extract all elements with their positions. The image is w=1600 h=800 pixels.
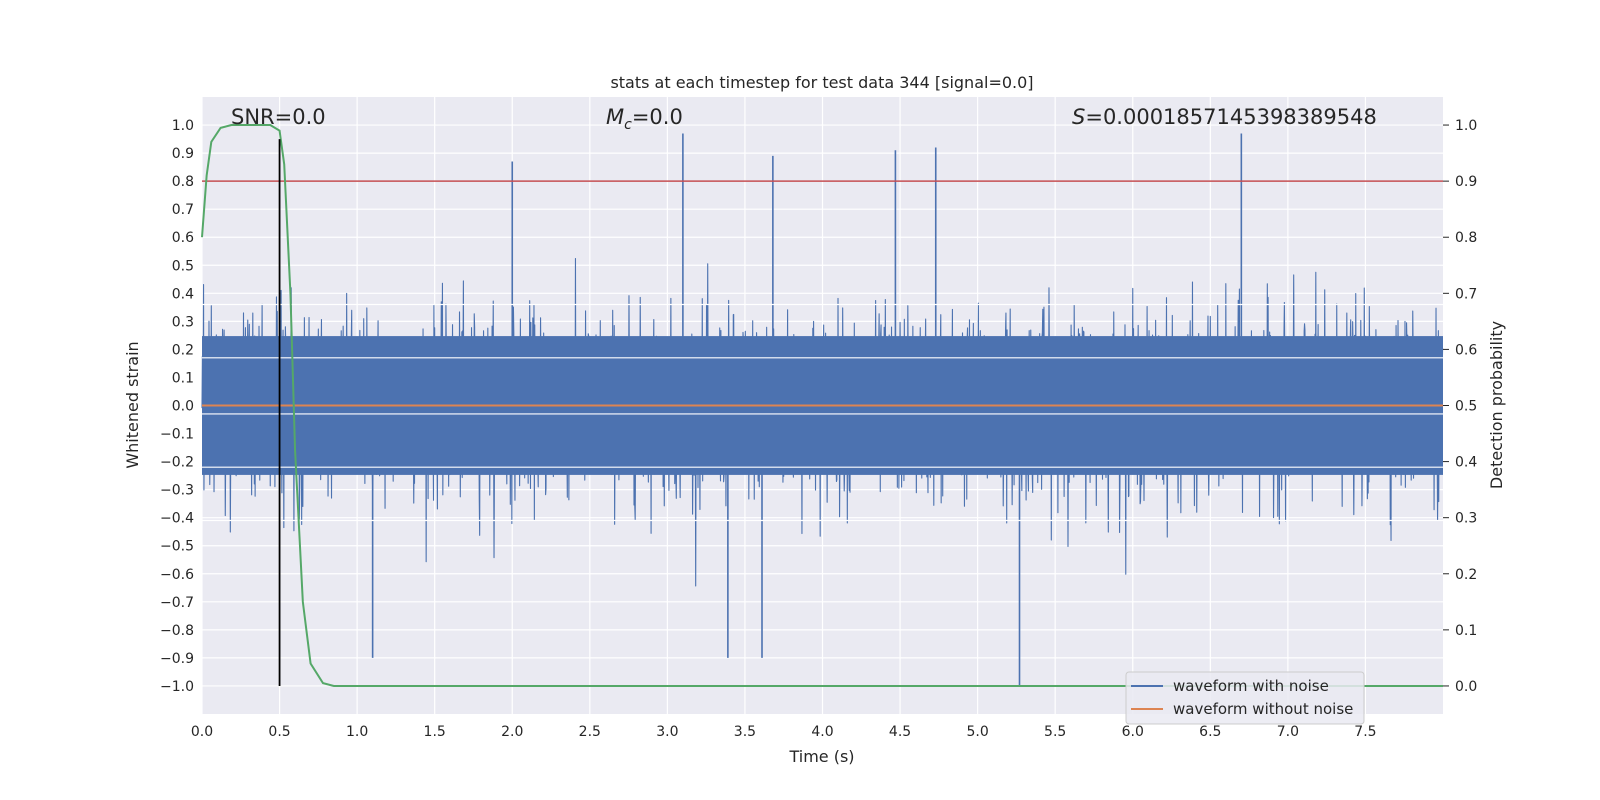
x-tick-label: 7.0 xyxy=(1277,724,1299,740)
x-axis-label: Time (s) xyxy=(788,747,854,766)
y2-tick-label: 0.0 xyxy=(1455,679,1477,695)
y-tick-label: −0.4 xyxy=(160,511,194,527)
chirp-mass-subscript: c xyxy=(624,117,632,133)
chirp-mass-symbol: M xyxy=(606,105,624,129)
chart-title: stats at each timestep for test data 344… xyxy=(610,73,1033,92)
y-tick-label: 0.7 xyxy=(172,202,194,218)
y-tick-label: 1.0 xyxy=(172,118,194,134)
y-tick-label: −0.3 xyxy=(160,483,194,499)
y2-tick-label: 0.7 xyxy=(1455,286,1477,302)
score-symbol: S xyxy=(1072,105,1085,129)
y-tick-label: −0.5 xyxy=(160,539,194,555)
y2-tick-label: 0.8 xyxy=(1455,230,1477,246)
x-tick-label: 5.5 xyxy=(1044,724,1066,740)
y-tick-label: −0.1 xyxy=(160,427,194,443)
tick-layer: 0.0 0.5 1.0 1.5 2.0 2.5 3.0 3.5 4.0 4.5 5.0 5.5 6.0 6… xyxy=(160,118,1477,740)
y2-axis-label: Detection probability xyxy=(1487,321,1506,489)
x-tick-label: 3.5 xyxy=(734,724,756,740)
y2-tick-label: 1.0 xyxy=(1455,118,1477,134)
x-tick-label: 6.5 xyxy=(1199,724,1221,740)
score-annotation: S=0.0001857145398389548 xyxy=(1072,105,1377,129)
x-tick-label: 2.0 xyxy=(501,724,523,740)
legend-frame xyxy=(1125,671,1365,725)
x-tick-label: 1.5 xyxy=(424,724,446,740)
y-tick-label: 0.8 xyxy=(172,174,194,190)
y-tick-label: 0.3 xyxy=(172,314,194,330)
y2-tick-label: 0.2 xyxy=(1455,567,1477,583)
y-tick-label: 0.0 xyxy=(172,399,194,415)
x-tick-label: 4.0 xyxy=(811,724,833,740)
x-tick-label: 3.0 xyxy=(656,724,678,740)
y2-tick-label: 0.1 xyxy=(1455,623,1477,639)
y-tick-label: 0.5 xyxy=(172,258,194,274)
y-tick-label: 0.1 xyxy=(172,370,194,386)
y-tick-label: −1.0 xyxy=(160,679,194,695)
chirp-mass-value: =0.0 xyxy=(632,105,683,129)
legend-label-clean: waveform without noise xyxy=(1173,700,1353,718)
y2-tick-label: 0.6 xyxy=(1455,342,1477,358)
y2-tick-label: 0.3 xyxy=(1455,511,1477,527)
x-tick-label: 5.0 xyxy=(966,724,988,740)
y2-tick-label: 0.5 xyxy=(1455,399,1477,415)
y-tick-label: 0.9 xyxy=(172,146,194,162)
legend-label-noise: waveform with noise xyxy=(1173,677,1329,695)
snr-annotation: SNR=0.0 xyxy=(231,105,326,129)
x-tick-label: 7.5 xyxy=(1354,724,1376,740)
y-tick-label: −0.6 xyxy=(160,567,194,583)
x-tick-label: 1.0 xyxy=(346,724,368,740)
y-tick-label: 0.2 xyxy=(172,342,194,358)
y-tick-label: 0.4 xyxy=(172,286,194,302)
x-tick-label: 0.5 xyxy=(268,724,290,740)
score-value: =0.0001857145398389548 xyxy=(1085,105,1377,129)
y-tick-label: −0.2 xyxy=(160,455,194,471)
y-tick-label: 0.6 xyxy=(172,230,194,246)
probability-curve xyxy=(201,124,1443,687)
legend: waveform with noise waveform without noi… xyxy=(1125,671,1365,725)
y-tick-label: −0.8 xyxy=(160,623,194,639)
x-tick-label: 6.0 xyxy=(1122,724,1144,740)
y2-tick-label: 0.9 xyxy=(1455,174,1477,190)
line-layer xyxy=(201,124,1443,687)
x-tick-label: 4.5 xyxy=(889,724,911,740)
x-tick-label: 2.5 xyxy=(579,724,601,740)
x-tick-label: 0.0 xyxy=(191,724,213,740)
y-tick-label: −0.7 xyxy=(160,595,194,611)
y-tick-label: −0.9 xyxy=(160,651,194,667)
y2-tick-label: 0.4 xyxy=(1455,455,1477,471)
y-axis-label: Whitened strain xyxy=(123,341,142,468)
chirp-mass-annotation: Mc=0.0 xyxy=(606,105,683,133)
